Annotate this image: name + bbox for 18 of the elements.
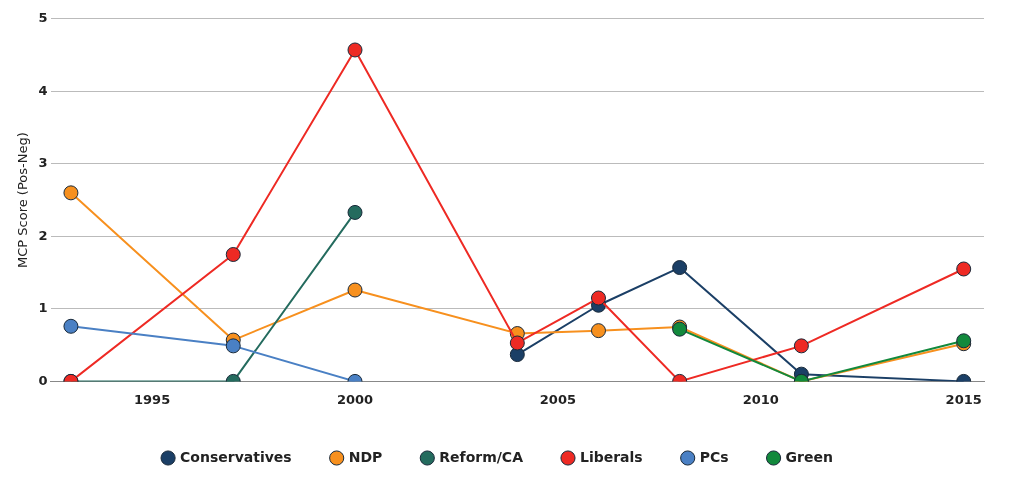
y-tick-label: 2 [38,227,48,243]
y-tick-label: 1 [38,300,48,316]
x-tick-label: 2000 [336,391,374,407]
y-tick-label: 3 [38,155,48,171]
legend-label: Reform/CA [439,448,524,465]
x-tick-label: 2015 [945,391,982,407]
y-axis-title: MCP Score (Pos-Neg) [15,132,31,268]
y-tick-label: 0 [38,372,48,388]
legend-label: NDP [348,448,383,465]
x-tick-label: 2010 [742,391,779,407]
legend-label: Liberals [579,448,643,465]
x-tick-label: 2005 [539,391,576,407]
x-tick-label: 1995 [134,391,171,407]
y-tick-label: 4 [38,82,48,98]
legend-label: Green [785,448,833,465]
y-tick-label: 5 [38,10,48,26]
legend-label: PCs [699,448,729,465]
legend-label: Conservatives [180,448,292,465]
